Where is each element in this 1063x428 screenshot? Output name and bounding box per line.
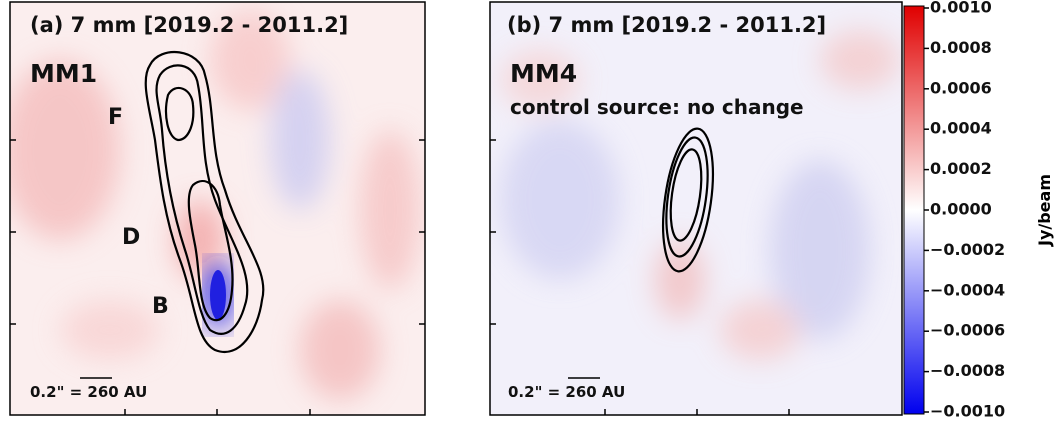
colorbar-label: Jy/beam: [1035, 174, 1054, 247]
panel-title: (b) 7 mm [2019.2 - 2011.2]: [507, 13, 826, 37]
source-name: MM1: [30, 59, 97, 88]
source-name: MM4: [510, 59, 577, 88]
panel-title: (a) 7 mm [2019.2 - 2011.2]: [30, 13, 348, 37]
colorbar-tick-label: −0.0002: [930, 240, 1005, 259]
colorbar-tick-label: 0.0008: [930, 38, 992, 57]
axis-ticks: [10, 139, 790, 415]
panel-b-frame: [489, 1, 903, 416]
panel-a-contours: [144, 51, 265, 353]
colorbar-tick-label: 0.0004: [930, 119, 992, 138]
colorbar-tick-label: −0.0004: [930, 280, 1005, 299]
colorbar-tick-label: 0.0006: [930, 78, 992, 97]
panel-b-contours: [662, 127, 714, 273]
colorbar: [903, 5, 925, 415]
colorbar-tick-label: −0.0010: [930, 402, 1005, 421]
component-label: B: [152, 294, 169, 319]
component-label: F: [108, 105, 123, 130]
note: control source: no change: [510, 95, 804, 119]
scale-bar-label: 0.2" = 260 AU: [508, 383, 625, 401]
colorbar-tick-label: 0.0010: [930, 0, 992, 17]
colorbar-tick-label: 0.0000: [930, 200, 992, 219]
scale-bar-label: 0.2" = 260 AU: [30, 383, 147, 401]
panel-b-image: [490, 2, 902, 415]
panel-a-image: [10, 2, 425, 415]
colorbar-tick-label: −0.0008: [930, 361, 1005, 380]
colorbar-tick-label: −0.0006: [930, 321, 1005, 340]
colorbar-tick-label: 0.0002: [930, 159, 992, 178]
component-label: D: [122, 225, 140, 250]
